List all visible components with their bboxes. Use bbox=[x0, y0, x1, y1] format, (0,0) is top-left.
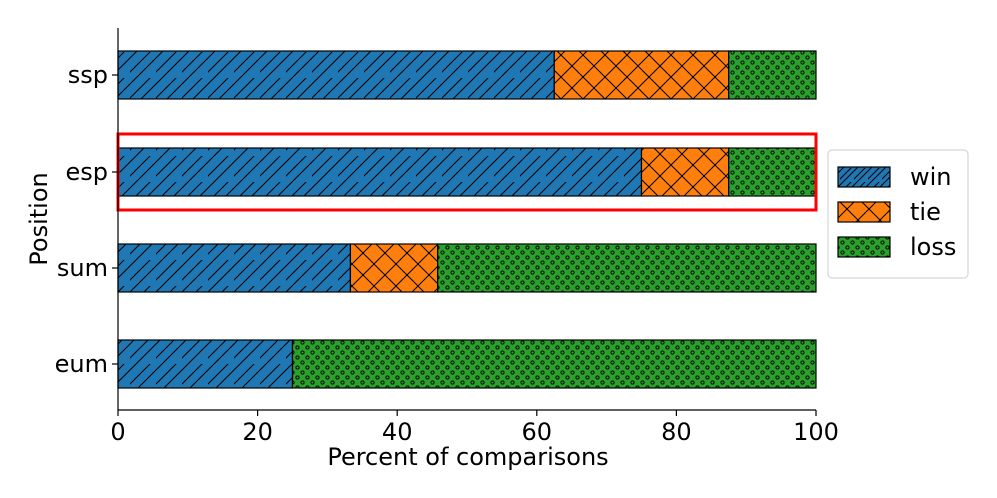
x-tick-label-20: 20 bbox=[242, 418, 273, 446]
plot-area bbox=[116, 50, 818, 389]
bar-eum-loss bbox=[291, 339, 817, 389]
bar-esp-loss bbox=[728, 147, 817, 197]
bar-sum-win bbox=[117, 243, 352, 293]
bar-esp-win bbox=[117, 147, 643, 197]
legend-label-win: win bbox=[910, 163, 952, 191]
legend: win tie loss bbox=[827, 149, 969, 279]
x-tick-label-100: 100 bbox=[793, 418, 839, 446]
bar-sum-loss bbox=[437, 243, 817, 293]
legend-swatch-loss bbox=[837, 236, 891, 258]
axes: ssp esp sum eum 0 20 40 60 80 100 Percent of compa… bbox=[25, 28, 839, 471]
x-tick-label-40: 40 bbox=[382, 418, 413, 446]
y-axis-label: Position bbox=[25, 172, 53, 265]
y-tick-label-esp: esp bbox=[65, 158, 108, 186]
x-tick-label-60: 60 bbox=[522, 418, 553, 446]
y-tick-label-ssp: ssp bbox=[68, 61, 108, 89]
x-tick-label-80: 80 bbox=[661, 418, 692, 446]
legend-swatch-win bbox=[837, 166, 891, 188]
bar-ssp-win bbox=[117, 50, 555, 100]
x-tick-label-0: 0 bbox=[110, 418, 125, 446]
bar-ssp-tie bbox=[553, 50, 730, 100]
y-tick-label-sum: sum bbox=[57, 254, 108, 282]
bar-ssp-loss bbox=[728, 50, 817, 100]
legend-label-tie: tie bbox=[910, 198, 941, 226]
bar-sum-tie bbox=[349, 243, 439, 293]
x-axis-label: Percent of comparisons bbox=[327, 443, 608, 471]
bar-eum-win bbox=[117, 339, 294, 389]
y-tick-label-eum: eum bbox=[55, 350, 108, 378]
legend-swatch-tie bbox=[837, 201, 891, 223]
bar-esp-tie bbox=[640, 147, 730, 197]
legend-label-loss: loss bbox=[910, 233, 956, 261]
